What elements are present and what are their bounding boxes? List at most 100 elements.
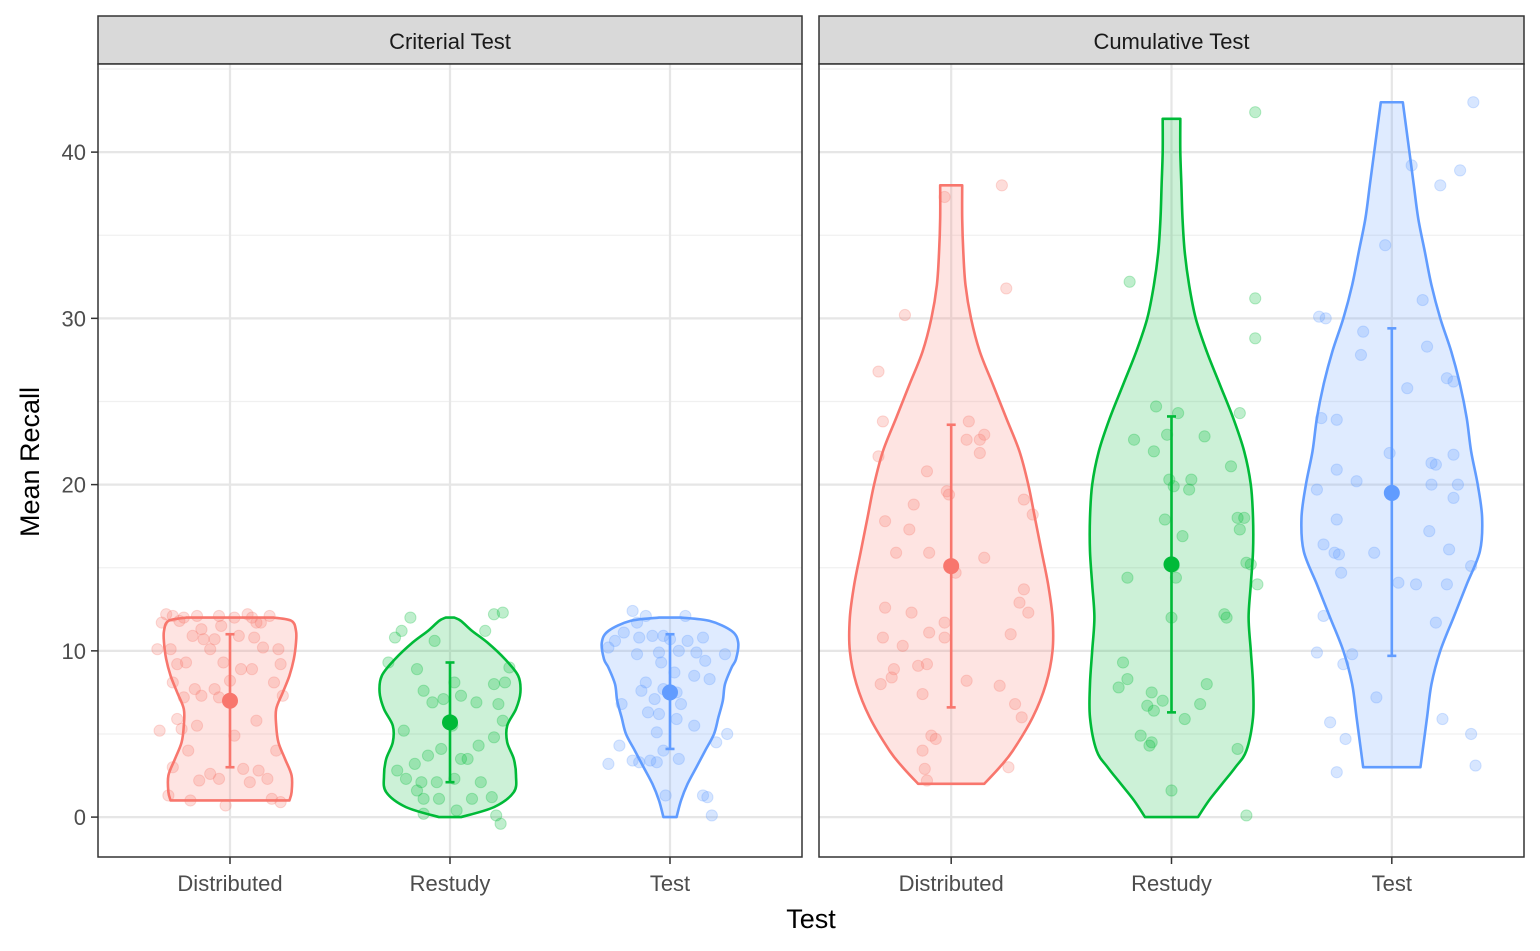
data-point: [1330, 413, 1343, 426]
data-point: [195, 689, 208, 702]
data-point: [1249, 332, 1262, 345]
data-point: [710, 736, 723, 749]
data-point: [1231, 511, 1244, 524]
data-point: [672, 644, 685, 657]
data-point: [1156, 694, 1169, 707]
data-point: [705, 809, 718, 822]
data-point: [1233, 523, 1246, 536]
mean-point: [943, 558, 960, 575]
data-point: [1379, 239, 1392, 252]
data-point: [1185, 473, 1198, 486]
data-point: [270, 744, 283, 757]
data-point: [907, 498, 920, 511]
data-point: [215, 619, 228, 633]
x-tick-label: Test: [1372, 871, 1412, 896]
mean-point: [1163, 556, 1180, 573]
data-point: [188, 682, 201, 696]
data-point: [1330, 513, 1343, 526]
data-point: [485, 791, 498, 804]
data-point: [417, 807, 430, 820]
data-point: [648, 692, 661, 706]
data-point: [1165, 784, 1178, 797]
data-point: [503, 661, 516, 674]
x-axis-title: Test: [786, 904, 836, 934]
data-point: [973, 433, 986, 446]
data-point: [646, 629, 659, 642]
data-point: [1465, 727, 1478, 741]
data-point: [602, 757, 615, 771]
data-point: [699, 654, 712, 667]
data-point: [195, 623, 208, 636]
data-point: [428, 634, 441, 647]
data-point: [1240, 809, 1253, 822]
data-point: [1368, 546, 1381, 559]
data-point: [454, 752, 468, 766]
data-point: [496, 606, 509, 619]
y-axis: 0 10 20 30 40: [62, 140, 98, 830]
data-point: [973, 446, 986, 460]
data-point: [1013, 596, 1026, 609]
data-point: [435, 742, 448, 756]
data-point: [1416, 293, 1429, 307]
data-point: [1310, 483, 1324, 496]
data-point: [234, 663, 248, 676]
data-point: [276, 689, 289, 702]
data-point: [925, 729, 938, 742]
data-point: [1442, 543, 1456, 556]
data-point: [1224, 460, 1238, 473]
data-point: [1200, 678, 1213, 691]
data-point: [1002, 761, 1015, 774]
data-point: [1335, 566, 1348, 579]
data-point: [1319, 312, 1332, 325]
data-point: [437, 692, 450, 706]
x-axis: Distributed Restudy Test Distributed Restudy…: [177, 857, 1412, 896]
mean-point: [662, 684, 678, 701]
data-point: [1447, 491, 1460, 505]
data-point: [650, 726, 663, 739]
data-point: [487, 608, 501, 621]
data-point: [885, 671, 898, 684]
data-point: [1330, 463, 1343, 476]
data-point: [635, 684, 648, 697]
x-tick-label: Restudy: [410, 871, 491, 896]
data-point: [399, 772, 413, 785]
y-tick-label: 40: [62, 140, 86, 165]
data-point: [171, 658, 184, 671]
data-point: [1383, 446, 1396, 460]
data-point: [248, 631, 261, 644]
data-point: [960, 674, 973, 687]
data-point: [1218, 608, 1231, 621]
data-point: [1440, 578, 1453, 591]
data-point: [177, 611, 190, 624]
data-point: [186, 629, 199, 642]
data-point: [993, 679, 1006, 692]
y-tick-label: 30: [62, 306, 86, 331]
data-point: [1022, 606, 1035, 619]
facet-strip-label: Cumulative Test: [1093, 29, 1249, 54]
data-point: [193, 774, 206, 787]
data-point: [1357, 325, 1370, 338]
mean-point: [1383, 484, 1400, 501]
data-point: [1127, 433, 1141, 446]
data-point: [1405, 159, 1418, 172]
x-tick-label: Test: [650, 871, 690, 896]
data-point: [1328, 546, 1341, 559]
data-point: [395, 624, 408, 638]
data-point: [938, 190, 951, 204]
data-point: [208, 682, 221, 696]
data-point: [644, 754, 657, 767]
data-point: [1000, 282, 1013, 295]
data-point: [166, 609, 179, 623]
data-point: [162, 789, 175, 802]
data-point: [496, 714, 509, 727]
data-point: [208, 633, 221, 646]
data-point: [1434, 179, 1447, 192]
plot-panel: [818, 63, 1525, 858]
data-point: [254, 616, 267, 629]
data-point: [261, 772, 274, 785]
data-point: [1134, 729, 1147, 742]
data-point: [1238, 511, 1251, 524]
data-point: [177, 691, 190, 704]
data-point: [1112, 681, 1125, 694]
data-point: [204, 643, 217, 656]
